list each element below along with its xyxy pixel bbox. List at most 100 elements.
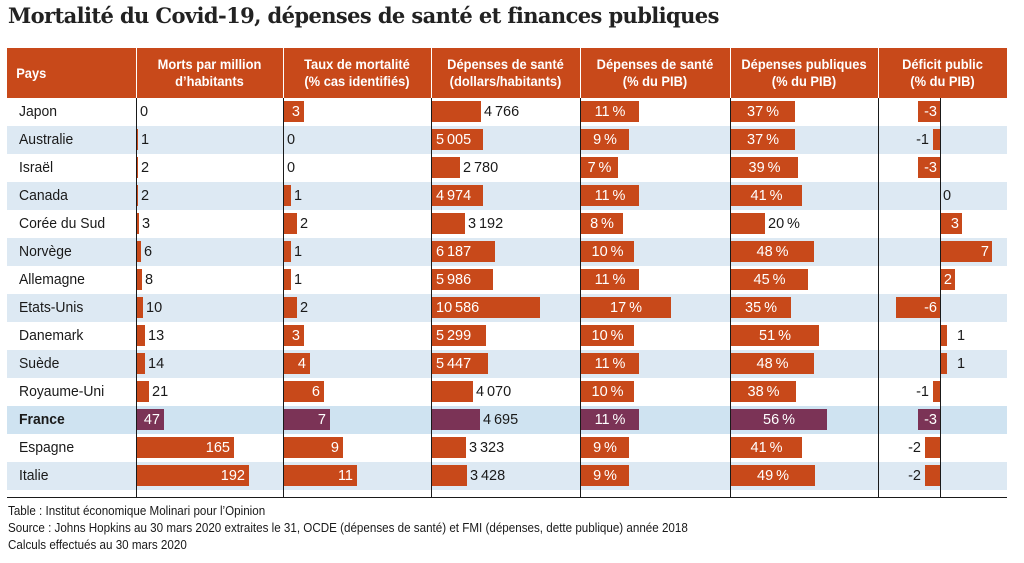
bar-dep_pib [581, 213, 623, 234]
bar-pub_pib [731, 353, 814, 374]
bar-dep_hab [432, 381, 473, 402]
value-label-pub_pib: 51 % [759, 328, 791, 344]
bar-morts [137, 157, 138, 178]
country-name: Japon [19, 103, 58, 120]
value-label-deficit: -3 [924, 104, 937, 120]
table-row: Danemark 13 3 5 299 10 % 51 % 1 [7, 322, 1007, 350]
value-label-morts: 2 [141, 160, 150, 176]
bar-deficit [896, 297, 940, 318]
value-label-taux: 1 [294, 244, 303, 260]
value-label-deficit: -1 [916, 132, 929, 148]
value-label-pub_pib: 37 % [747, 132, 779, 148]
table-row: Royaume-Uni 21 6 4 070 10 % 38 % -1 [7, 378, 1007, 406]
value-label-dep_hab: 5 986 [436, 272, 472, 288]
value-label-deficit: 3 [950, 216, 959, 232]
value-label-dep_pib: 9 % [593, 468, 617, 484]
value-label-morts: 6 [144, 244, 153, 260]
bar-morts [137, 465, 249, 486]
bar-dep_pib [581, 325, 634, 346]
header-dep_hab: Dépenses de santé (dollars/habitants) [447, 56, 564, 89]
bar-morts [137, 241, 141, 262]
bar-pub_pib [731, 213, 765, 234]
bar-dep_pib [581, 297, 671, 318]
value-label-dep_pib: 9 % [593, 132, 617, 148]
header-taux: Taux de mortalité (% cas identifiés) [304, 56, 410, 89]
table-row: Australie 1 0 5 005 9 % 37 % -1 [7, 126, 1007, 154]
value-label-dep_pib: 7 % [587, 160, 612, 176]
table-row: Norvège 6 1 6 187 10 % 48 % 7 [7, 238, 1007, 266]
bar-deficit [925, 465, 940, 486]
header-separator [730, 48, 731, 98]
value-label-deficit: -3 [924, 412, 937, 428]
bar-pub_pib [731, 325, 819, 346]
bar-dep_pib [581, 437, 629, 458]
value-label-morts: 14 [148, 356, 165, 372]
country-name: Etats-Unis [19, 299, 84, 316]
value-label-morts: 192 [220, 468, 245, 484]
column-separator [730, 98, 731, 498]
value-label-dep_hab: 4 695 [483, 412, 519, 428]
value-label-taux: 4 [297, 356, 306, 372]
bar-morts [137, 437, 234, 458]
table-row: Suède 14 4 5 447 11 % 48 % 1 [7, 350, 1007, 378]
value-label-deficit: -6 [924, 300, 937, 316]
bar-pub_pib [731, 437, 802, 458]
bar-taux [284, 465, 357, 486]
value-label-dep_hab: 3 323 [469, 440, 505, 456]
bar-taux [284, 213, 297, 234]
bar-deficit [940, 241, 992, 262]
bar-pub_pib [731, 185, 802, 206]
value-label-dep_pib: 8 % [590, 216, 614, 232]
bar-dep_hab [432, 157, 460, 178]
value-label-dep_hab: 4 070 [476, 384, 512, 400]
bar-deficit [933, 129, 940, 150]
value-label-taux: 2 [300, 300, 309, 316]
value-label-morts: 13 [148, 328, 165, 344]
value-label-dep_pib: 11 % [594, 412, 626, 428]
bar-dep_hab [432, 241, 495, 262]
value-label-taux: 11 [337, 468, 353, 484]
value-label-dep_pib: 11 % [594, 356, 626, 372]
bar-morts [137, 325, 145, 346]
bar-dep_pib [581, 465, 629, 486]
value-label-deficit: -3 [924, 160, 937, 176]
bar-pub_pib [731, 381, 796, 402]
value-label-taux: 0 [287, 160, 296, 176]
value-label-pub_pib: 37 % [747, 104, 779, 120]
value-label-dep_hab: 4 974 [436, 188, 472, 204]
header-morts: Morts par million d’habitants [157, 56, 262, 89]
bar-morts [137, 129, 138, 150]
value-label-morts: 1 [141, 132, 150, 148]
header-dep_pib: Dépenses de santé (% du PIB) [596, 56, 714, 89]
table-row: Japon 0 3 4 766 11 % 37 % -3 [7, 98, 1007, 126]
bar-taux [284, 269, 291, 290]
table-row: Israël 2 0 2 780 7 % 39 % -3 [7, 154, 1007, 182]
bar-taux [284, 101, 304, 122]
column-separator [283, 98, 284, 498]
value-label-taux: 1 [294, 272, 303, 288]
footnote-source: Source : Johns Hopkins au 30 mars 2020 e… [8, 521, 688, 535]
value-label-morts: 10 [146, 300, 163, 316]
value-label-morts: 165 [205, 440, 230, 456]
bar-deficit [940, 213, 962, 234]
bar-dep_hab [432, 465, 467, 486]
value-label-pub_pib: 56 % [763, 412, 795, 428]
value-label-deficit: -1 [916, 384, 929, 400]
value-label-taux: 6 [311, 384, 320, 400]
value-label-taux: 3 [291, 328, 300, 344]
bar-dep_pib [581, 409, 639, 430]
bar-morts [137, 185, 138, 206]
deficit-zero-axis [940, 98, 941, 498]
bar-deficit [940, 353, 947, 374]
bar-deficit [940, 325, 947, 346]
value-label-deficit: -2 [908, 440, 921, 456]
bar-dep_hab [432, 409, 480, 430]
value-label-deficit: -2 [908, 468, 921, 484]
header-separator [283, 48, 284, 98]
bar-taux [284, 297, 297, 318]
header-pays: Pays [16, 64, 47, 81]
country-name: Allemagne [19, 271, 85, 288]
bar-deficit [940, 269, 955, 290]
bar-deficit [918, 157, 940, 178]
country-name: Norvège [19, 243, 72, 260]
